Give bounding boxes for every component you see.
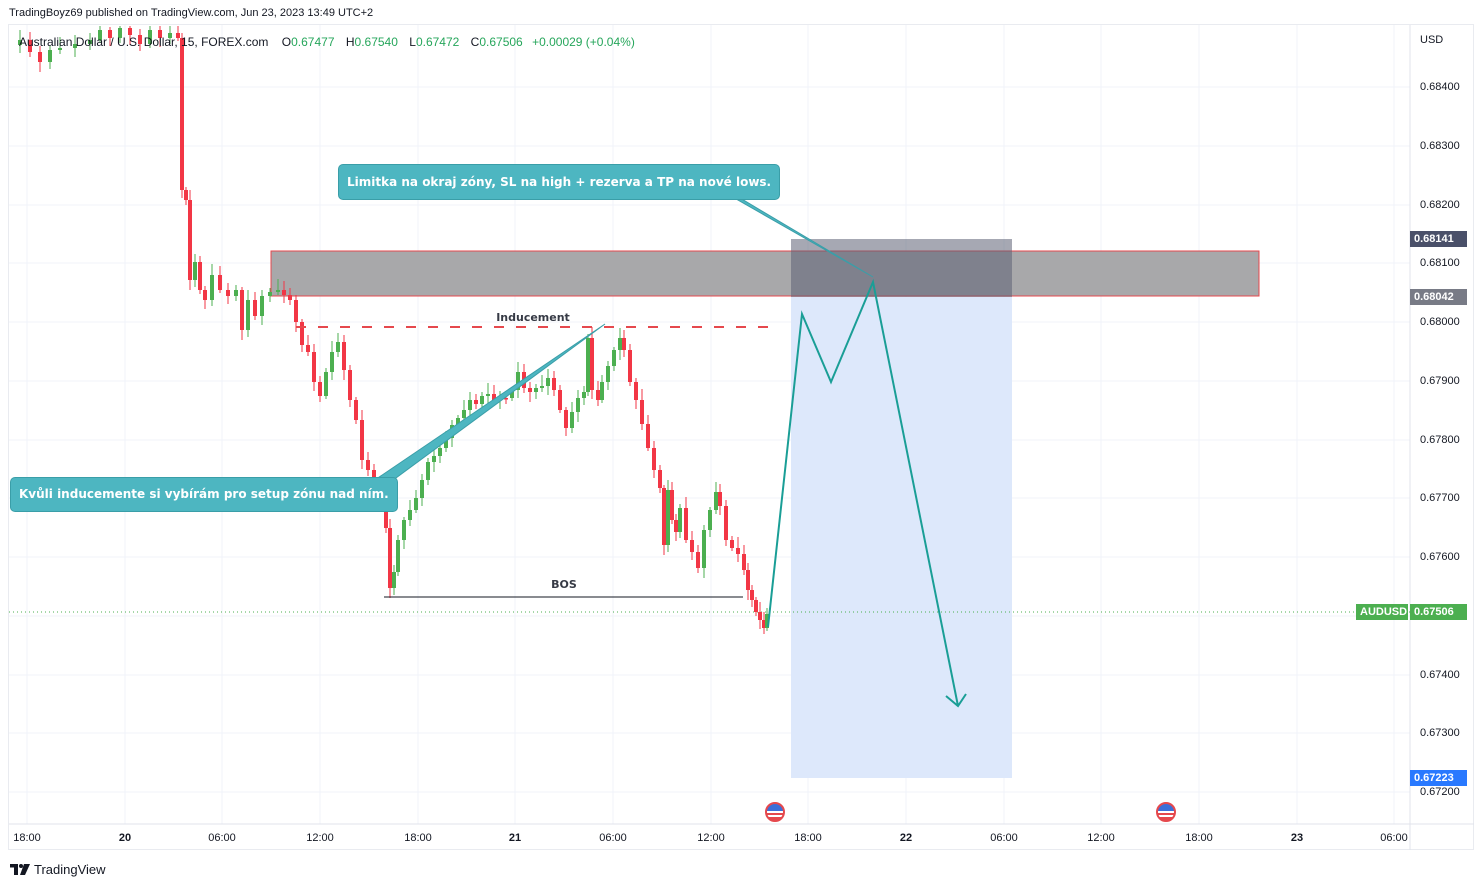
stop-price-label: 0.68141 bbox=[1410, 231, 1467, 247]
callout-left-pointer bbox=[365, 323, 606, 501]
bos-label: BOS bbox=[551, 578, 577, 591]
projection-arrowhead bbox=[945, 693, 967, 708]
price-tick: 0.68000 bbox=[1420, 316, 1460, 328]
time-tick-day: 20 bbox=[118, 832, 132, 844]
price-tick: 0.67400 bbox=[1420, 669, 1460, 681]
tradingview-logo-icon bbox=[10, 864, 30, 875]
time-tick: 18:00 bbox=[1185, 832, 1213, 844]
time-tick-day: 23 bbox=[1290, 832, 1304, 844]
target-price-label: 0.67223 bbox=[1410, 770, 1467, 786]
short-position-stop-area bbox=[791, 239, 1012, 297]
time-tick: 06:00 bbox=[208, 832, 236, 844]
price-tick: 0.68300 bbox=[1420, 140, 1460, 152]
brand-name: TradingView bbox=[34, 862, 106, 877]
time-tick: 06:00 bbox=[990, 832, 1018, 844]
time-tick-day: 21 bbox=[508, 832, 522, 844]
projection-path bbox=[767, 278, 959, 707]
price-tick: 0.67300 bbox=[1420, 727, 1460, 739]
time-tick: 06:00 bbox=[599, 832, 627, 844]
us-flag-icon[interactable] bbox=[1156, 802, 1176, 822]
callout-inducement-reason[interactable]: Kvůli inducemente si vybírám pro setup z… bbox=[10, 477, 398, 512]
symbol-legend: Australian Dollar / U.S. Dollar, 15, FOR… bbox=[19, 35, 635, 49]
callout-trade-plan[interactable]: Limitka na okraj zóny, SL na high + reze… bbox=[338, 164, 781, 200]
symbol-price-tag: AUDUSD bbox=[1356, 604, 1408, 620]
short-position-target-area bbox=[791, 297, 1012, 778]
time-tick: 12:00 bbox=[1087, 832, 1115, 844]
candlestick-series bbox=[18, 26, 769, 634]
time-tick-day: 22 bbox=[899, 832, 913, 844]
zone-price-label: 0.68042 bbox=[1410, 289, 1467, 305]
time-tick: 06:00 bbox=[1380, 832, 1408, 844]
symbol-name: Australian Dollar / U.S. Dollar, 15, FOR… bbox=[19, 35, 269, 49]
chart-frame bbox=[8, 24, 1474, 850]
price-tick: 0.68200 bbox=[1420, 199, 1460, 211]
ohlc-change: +0.00029 (+0.04%) bbox=[532, 35, 635, 49]
supply-zone bbox=[270, 250, 1260, 297]
us-flag-icon[interactable] bbox=[765, 802, 785, 822]
price-tick: 0.67200 bbox=[1420, 786, 1460, 798]
time-tick: 18:00 bbox=[794, 832, 822, 844]
ohlc-high: 0.67540 bbox=[354, 35, 398, 49]
price-tick: 0.68100 bbox=[1420, 257, 1460, 269]
time-tick: 18:00 bbox=[404, 832, 432, 844]
price-tick: 0.67900 bbox=[1420, 375, 1460, 387]
tradingview-logo[interactable]: TradingView bbox=[10, 862, 106, 877]
price-tick: 0.67600 bbox=[1420, 551, 1460, 563]
grid bbox=[9, 25, 1410, 824]
publisher-caption: TradingBoyz69 published on TradingView.c… bbox=[9, 7, 374, 19]
ohlc-low: 0.67472 bbox=[415, 35, 460, 49]
ohlc-close: 0.67506 bbox=[479, 35, 523, 49]
time-tick: 12:00 bbox=[306, 832, 334, 844]
time-tick: 18:00 bbox=[13, 832, 41, 844]
inducement-label: Inducement bbox=[496, 311, 570, 324]
last-price-label: 0.67506 bbox=[1410, 604, 1467, 620]
currency-label: USD bbox=[1420, 34, 1444, 46]
time-tick: 12:00 bbox=[697, 832, 725, 844]
ohlc-open: 0.67477 bbox=[291, 35, 335, 49]
price-tick: 0.67700 bbox=[1420, 492, 1460, 504]
price-tick: 0.68400 bbox=[1420, 81, 1460, 93]
price-tick: 0.67800 bbox=[1420, 434, 1460, 446]
